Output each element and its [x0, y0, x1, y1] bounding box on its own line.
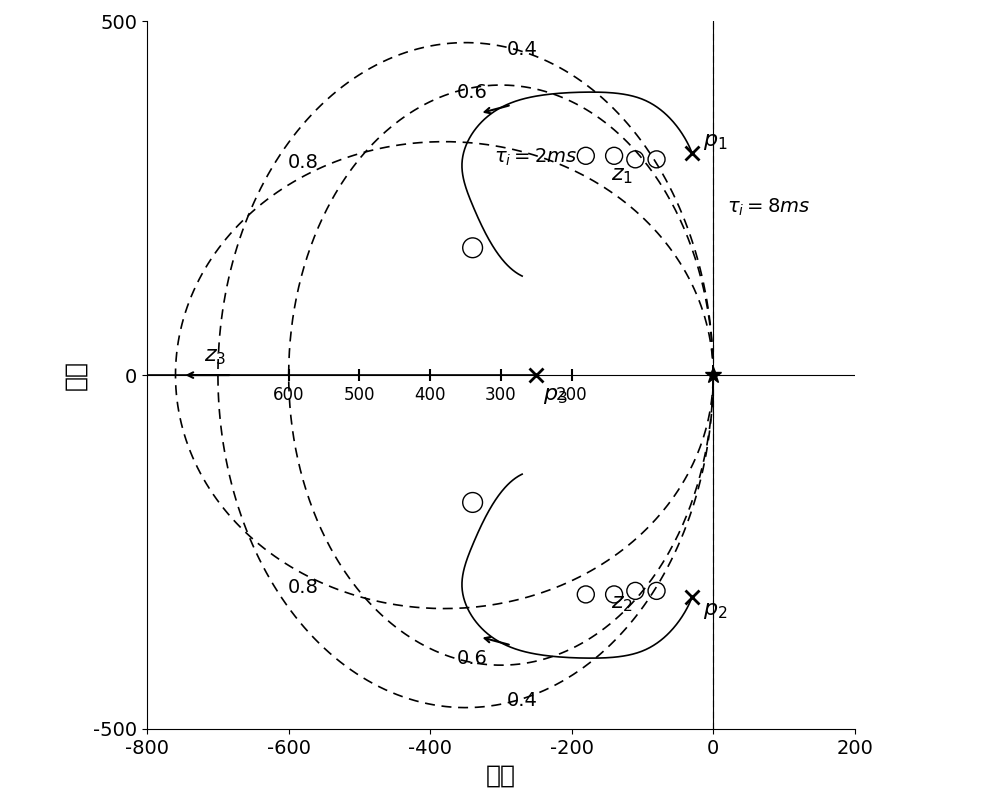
- Text: 0.6: 0.6: [457, 83, 488, 102]
- Text: 0.4: 0.4: [507, 40, 538, 59]
- Text: $z_3$: $z_3$: [204, 347, 226, 367]
- Text: $p_2$: $p_2$: [702, 601, 727, 621]
- Text: 200: 200: [556, 386, 588, 404]
- Text: $p_1$: $p_1$: [702, 132, 727, 152]
- Text: 0.4: 0.4: [507, 691, 538, 710]
- Text: $\tau_i = 2ms$: $\tau_i = 2ms$: [494, 147, 577, 168]
- Y-axis label: 虚轴: 虚轴: [64, 360, 88, 390]
- Text: 500: 500: [344, 386, 375, 404]
- X-axis label: 实轴: 实轴: [486, 763, 516, 787]
- Text: $p_3$: $p_3$: [544, 386, 568, 406]
- Text: $z_2$: $z_2$: [611, 594, 632, 614]
- Text: 600: 600: [273, 386, 305, 404]
- Text: 0.8: 0.8: [288, 153, 319, 172]
- Text: $\tau_i = 8ms$: $\tau_i = 8ms$: [727, 196, 811, 218]
- Text: 400: 400: [414, 386, 446, 404]
- Text: 0.8: 0.8: [288, 578, 319, 597]
- Text: 0.6: 0.6: [457, 649, 488, 667]
- Text: 300: 300: [485, 386, 517, 404]
- Text: $z_1$: $z_1$: [611, 166, 632, 186]
